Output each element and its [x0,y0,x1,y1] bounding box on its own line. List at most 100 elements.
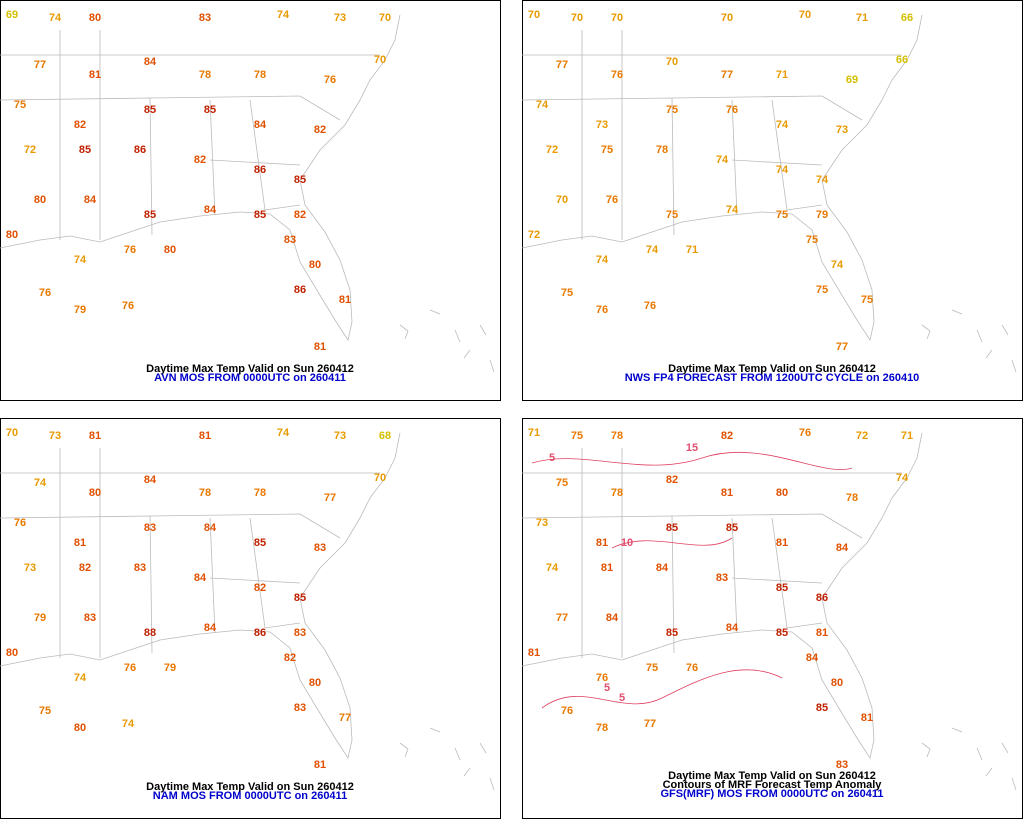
station-value: 83 [84,612,96,624]
station-value: 85 [666,522,678,534]
station-value: 69 [846,74,858,86]
station-value: 73 [536,517,548,529]
station-value: 75 [816,284,828,296]
station-value: 81 [339,294,351,306]
station-value: 74 [776,119,789,131]
station-value: 82 [294,209,306,221]
station-value: 85 [666,627,678,639]
station-value: 77 [34,59,46,71]
map-panel: 69 74 80 83 74 73 70 77 81 84 78 78 76 70 75 82 85 85 84 82… [0,0,501,401]
station-value: 74 [596,254,609,266]
station-value: 70 [721,12,733,24]
station-value: 80 [6,647,18,659]
station-value: 83 [134,562,146,574]
station-value: 79 [816,209,828,221]
station-value: 77 [556,612,568,624]
station-value: 70 [611,12,623,24]
station-value: 74 [646,244,659,256]
station-value: 74 [816,174,829,186]
station-value: 82 [721,430,733,442]
station-value: 72 [546,144,558,156]
station-value: 77 [644,718,656,730]
station-value: 81 [314,759,326,771]
station-value: 74 [277,427,290,439]
station-value: 83 [294,702,306,714]
station-value: 78 [596,722,608,734]
station-value: 85 [776,627,788,639]
station-value: 83 [294,627,306,639]
station-value: 75 [666,104,678,116]
station-value: 75 [601,144,613,156]
station-value: 70 [799,9,811,21]
station-value: 85 [144,104,156,116]
station-value: 84 [204,204,217,216]
station-value: 70 [374,472,386,484]
station-value: 77 [339,712,351,724]
station-value: 81 [721,487,733,499]
station-value: 75 [14,99,26,111]
station-value: 74 [277,9,290,21]
station-value: 81 [89,430,101,442]
contour-label: 5 [604,682,610,694]
station-value: 69 [6,9,18,21]
station-value: 83 [314,542,326,554]
station-value: 81 [199,430,211,442]
station-value: 75 [806,234,818,246]
station-value: 74 [716,154,729,166]
panel-frame [522,0,1023,401]
station-value: 76 [124,244,136,256]
station-value: 70 [528,9,540,21]
station-value: 85 [776,582,788,594]
station-value: 78 [611,430,623,442]
station-value: 75 [556,477,568,489]
station-value: 85 [294,592,306,604]
panel-frame [522,418,1023,819]
station-value: 86 [816,592,828,604]
station-value: 85 [254,209,266,221]
station-value: 82 [284,652,296,664]
station-value: 80 [164,244,176,256]
station-value: 88 [144,627,156,639]
station-value: 74 [122,718,135,730]
station-value: 76 [726,104,738,116]
station-value: 66 [901,12,913,24]
station-value: 78 [254,487,266,499]
caption-title: Daytime Max Temp Valid on Sun 260412 [146,363,354,375]
contour-line [531,451,853,709]
station-value: 78 [656,144,668,156]
station-value: 84 [656,562,669,574]
station-value: 76 [122,300,134,312]
station-value: 81 [528,647,540,659]
station-value: 73 [596,119,608,131]
station-value: 77 [324,492,336,504]
caption-title: Daytime Max Temp Valid on Sun 260412 [146,781,354,793]
station-value: 71 [856,12,868,24]
station-value: 78 [199,69,211,81]
caption-source: AVN MOS FROM 0000UTC on 260411 [154,372,346,384]
station-value: 85 [254,537,266,549]
station-value: 76 [596,672,608,684]
station-value: 85 [79,144,91,156]
station-value: 81 [74,537,86,549]
station-value: 74 [831,259,844,271]
station-value: 72 [528,229,540,241]
station-value: 76 [124,662,136,674]
station-value: 82 [79,562,91,574]
station-value: 86 [254,627,266,639]
station-value: 76 [606,194,618,206]
station-value: 75 [561,287,573,299]
station-value: 73 [334,12,346,24]
station-value: 84 [606,612,619,624]
station-value: 70 [374,54,386,66]
station-value: 86 [134,144,146,156]
contour-label: 5 [619,692,625,704]
station-value: 76 [686,662,698,674]
station-value: 73 [836,124,848,136]
station-value: 77 [836,341,848,353]
station-value: 84 [144,474,157,486]
station-value: 80 [6,229,18,241]
station-value: 74 [896,472,909,484]
station-value: 84 [204,622,217,634]
station-value: 76 [596,304,608,316]
contour-label: 15 [686,442,698,454]
